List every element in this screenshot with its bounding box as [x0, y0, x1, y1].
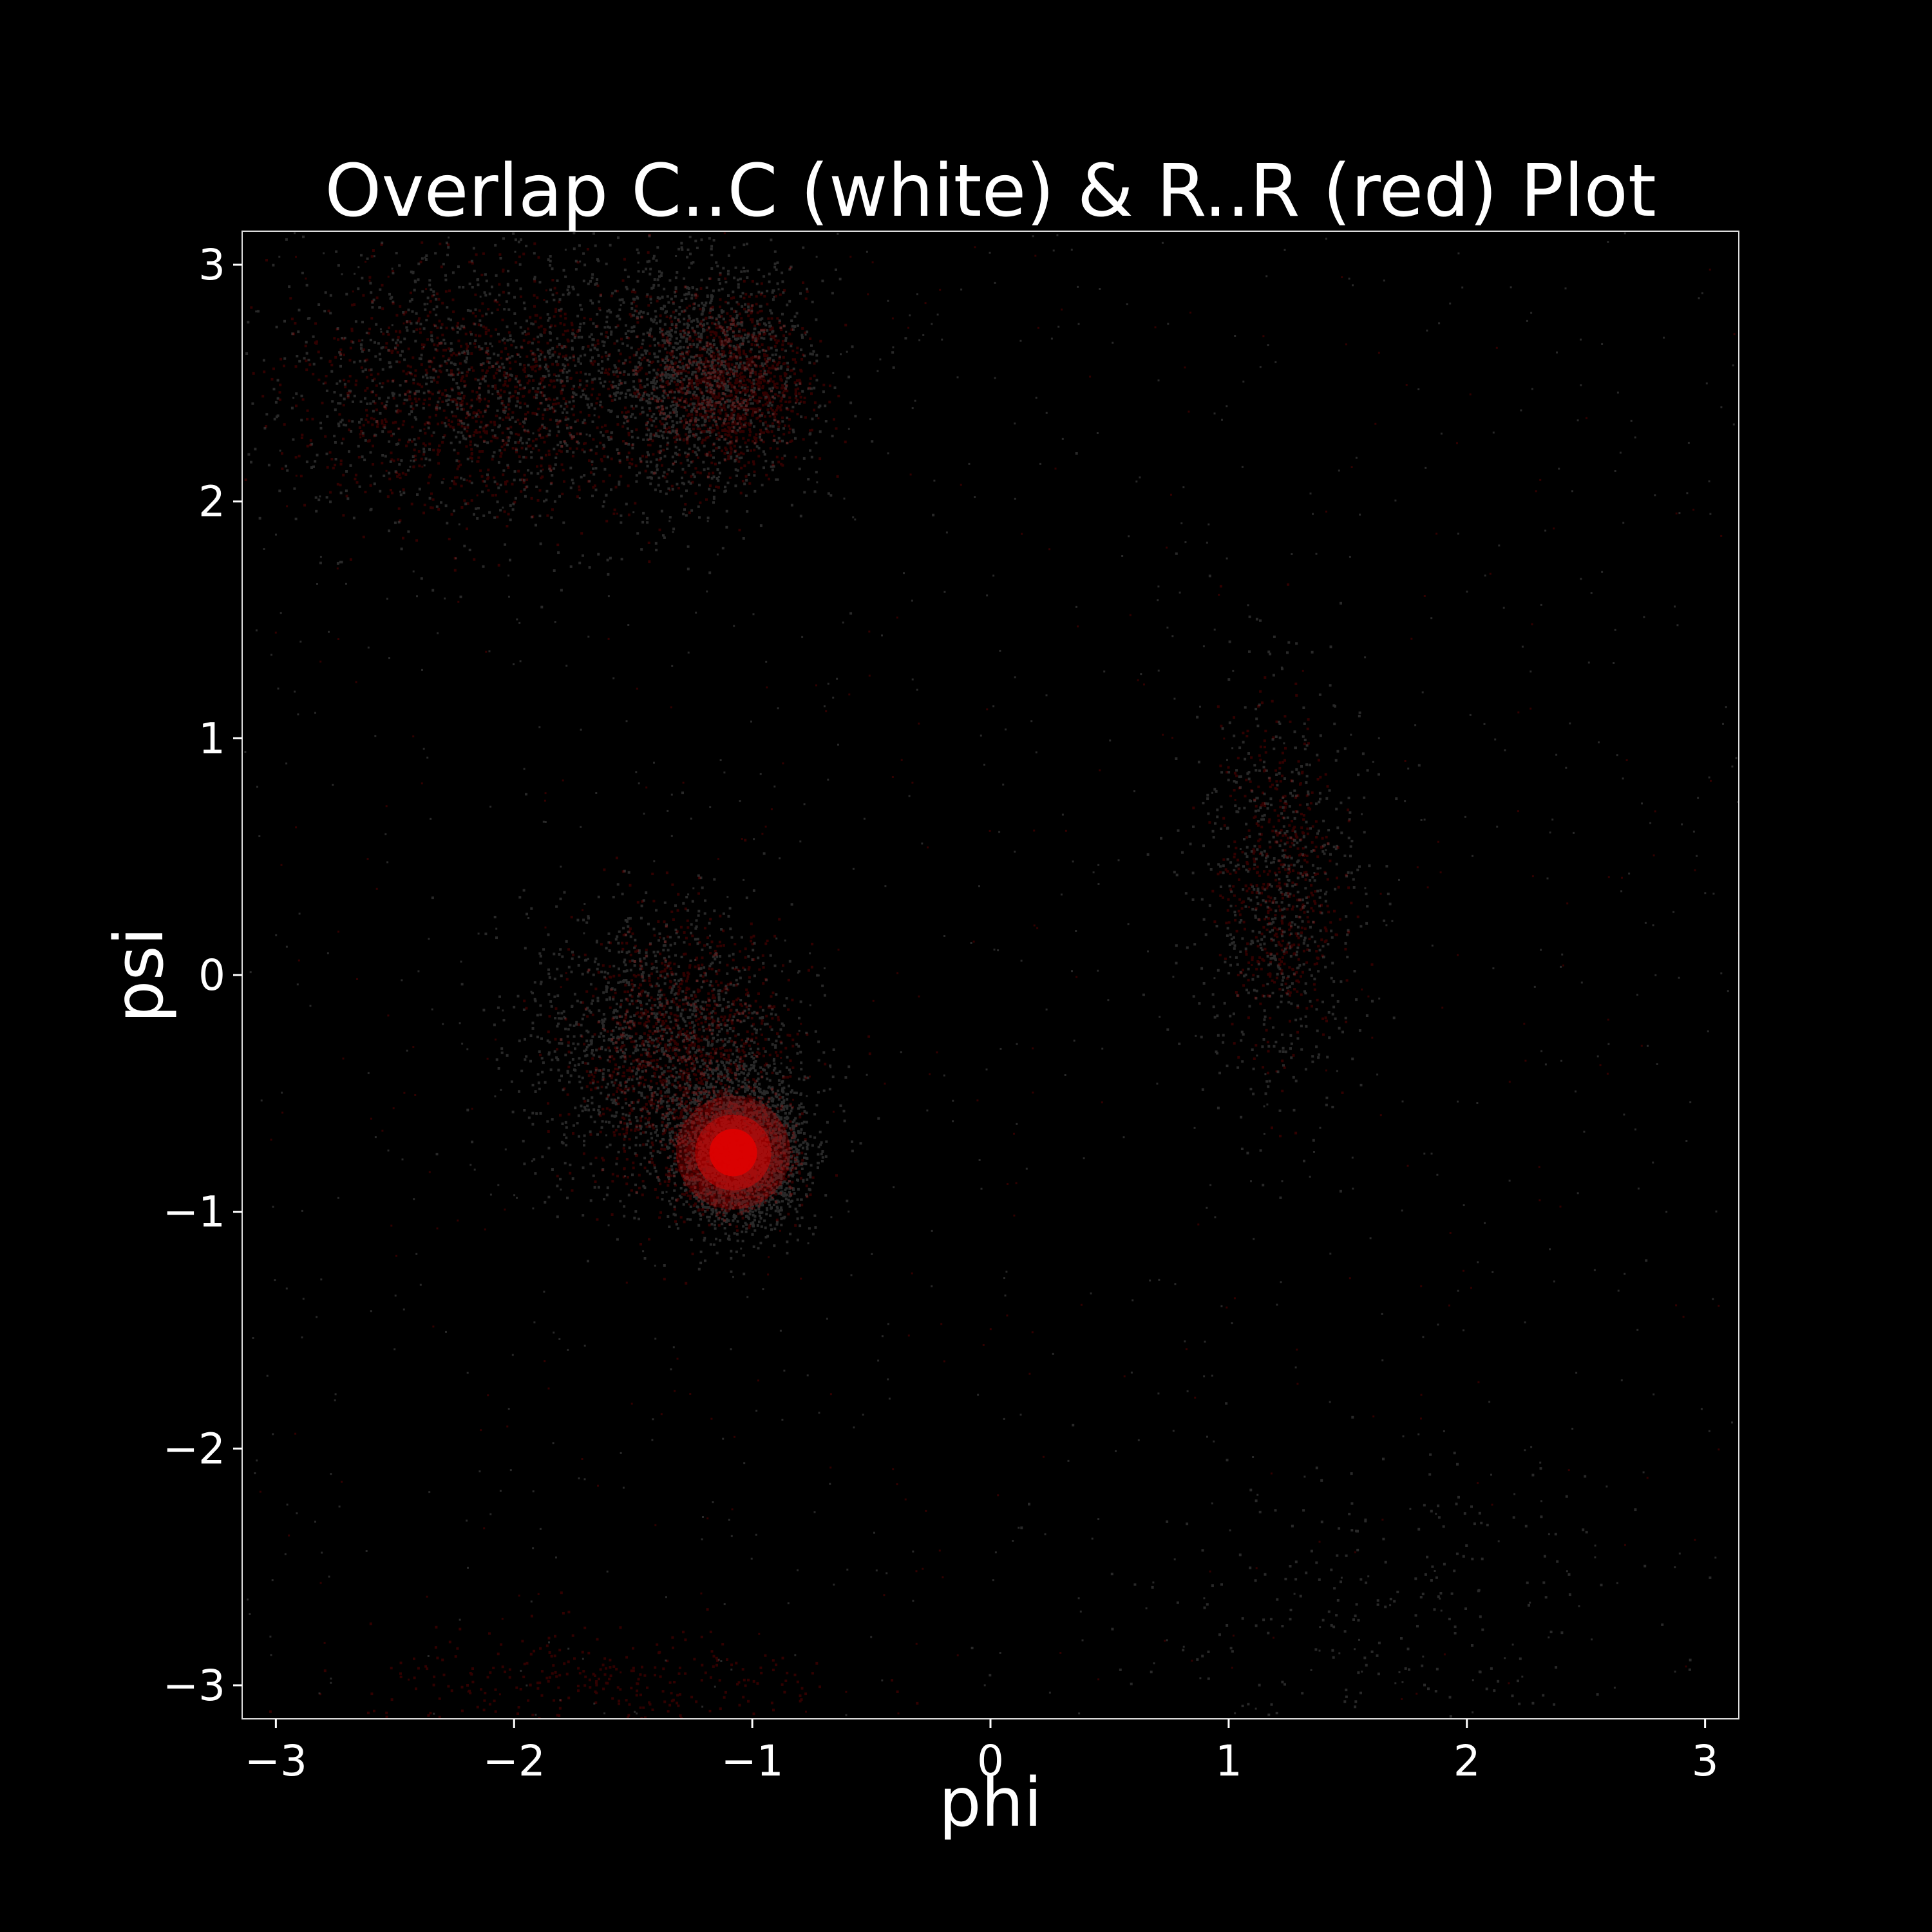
density-layer	[244, 231, 1739, 1719]
series-red-scatter	[244, 232, 1739, 1719]
red-core-ring	[709, 1128, 757, 1177]
plot-area	[242, 231, 1739, 1719]
y-axis-ticks: −3 −2 −1 0 1 2 3	[163, 240, 242, 1710]
y-tick-label: 2	[198, 477, 225, 527]
y-tick-label: 0	[198, 951, 225, 1000]
x-tick-label: 0	[977, 1736, 1004, 1786]
y-tick-label: 1	[198, 714, 225, 763]
y-axis-label: psi	[100, 927, 178, 1023]
x-tick-label: −1	[721, 1736, 783, 1786]
x-axis-ticks: −3 −2 −1 0 1 2 3	[245, 1719, 1719, 1786]
x-tick-label: −3	[245, 1736, 307, 1786]
y-tick-label: −3	[163, 1661, 225, 1710]
chart-title: Overlap C..C (white) & R..R (red) Plot	[325, 149, 1656, 233]
x-tick-label: 2	[1454, 1736, 1481, 1786]
series-red-points	[244, 232, 1739, 1719]
series-white-points	[244, 231, 1739, 1719]
red-core-density	[676, 1095, 791, 1209]
x-tick-label: 3	[1692, 1736, 1719, 1786]
y-tick-label: 3	[198, 240, 225, 290]
x-axis-label: phi	[939, 1763, 1043, 1842]
x-tick-label: −2	[483, 1736, 545, 1786]
x-tick-label: 1	[1215, 1736, 1242, 1786]
series-white-scatter	[244, 231, 1739, 1719]
y-tick-label: −1	[163, 1188, 225, 1237]
y-tick-label: −2	[163, 1424, 225, 1473]
